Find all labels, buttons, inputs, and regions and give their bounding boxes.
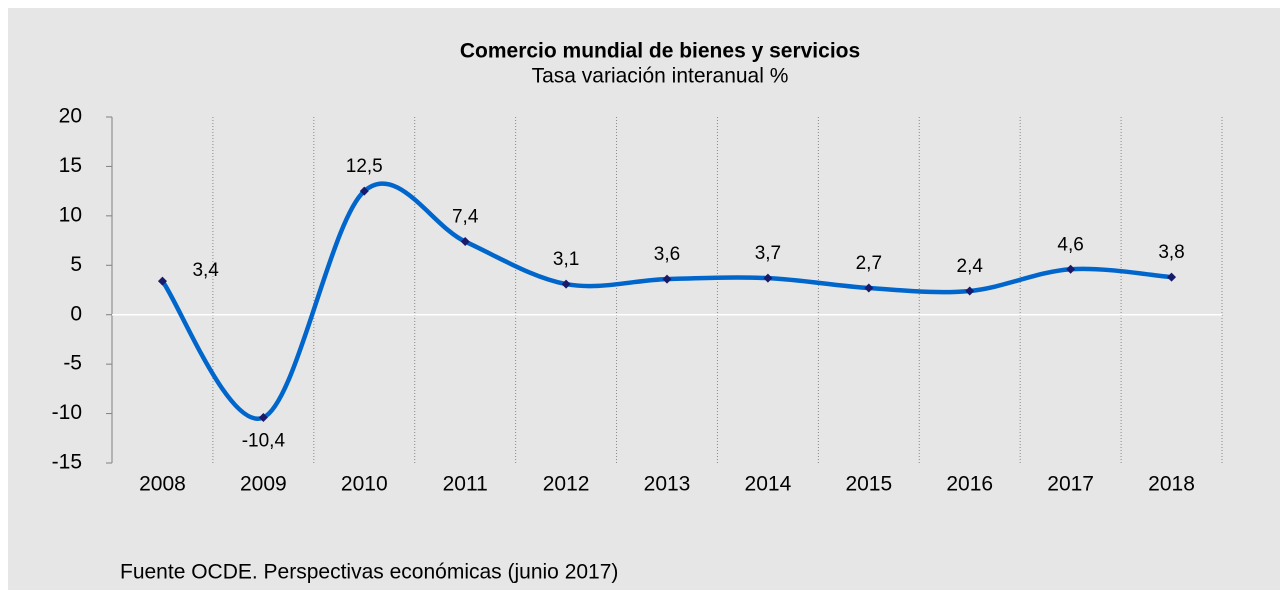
- data-marker: [359, 186, 369, 196]
- data-marker: [864, 283, 874, 293]
- x-tick-label: 2015: [845, 473, 892, 496]
- source-note: Fuente OCDE. Perspectivas económicas (ju…: [120, 561, 618, 584]
- data-marker: [763, 273, 773, 283]
- data-marker: [460, 237, 470, 247]
- data-label: 3,1: [553, 249, 579, 270]
- data-label: -10,4: [242, 431, 286, 452]
- x-tick-label: 2018: [1148, 473, 1195, 496]
- data-label: 2,7: [856, 253, 882, 274]
- data-marker: [965, 286, 975, 296]
- y-tick-label: 0: [70, 302, 82, 325]
- data-label: 4,6: [1057, 234, 1083, 255]
- x-tick-label: 2009: [240, 473, 287, 496]
- y-tick-label: 10: [59, 203, 82, 226]
- x-tick-label: 2012: [543, 473, 590, 496]
- series-line: [160, 181, 1172, 421]
- y-tick-label: -10: [52, 401, 82, 424]
- data-marker: [258, 413, 268, 423]
- x-tick-label: 2017: [1047, 473, 1094, 496]
- data-marker: [662, 274, 672, 284]
- chart-background: [8, 8, 1280, 590]
- data-label: 3,4: [192, 260, 219, 281]
- y-tick-label: 20: [59, 105, 82, 128]
- data-label: 12,5: [346, 156, 383, 177]
- chart-title: Comercio mundial de bienes y servicios: [460, 40, 860, 63]
- data-marker: [1167, 272, 1177, 282]
- x-tick-label: 2013: [644, 473, 691, 496]
- x-tick-label: 2010: [341, 473, 388, 496]
- data-label: 3,8: [1158, 242, 1184, 263]
- x-tick-label: 2008: [139, 473, 186, 496]
- data-marker: [157, 276, 167, 286]
- data-marker: [1066, 264, 1076, 274]
- x-tick-label: 2016: [946, 473, 993, 496]
- data-marker: [561, 279, 571, 289]
- x-tick-label: 2014: [745, 473, 792, 496]
- data-label: 3,6: [654, 244, 680, 265]
- y-tick-label: 15: [59, 154, 82, 177]
- y-tick-label: -15: [52, 451, 82, 474]
- data-label: 3,7: [755, 243, 781, 264]
- data-label: 7,4: [452, 207, 479, 228]
- y-tick-label: 5: [70, 253, 82, 276]
- x-tick-label: 2011: [443, 473, 488, 496]
- y-tick-label: -5: [63, 352, 82, 375]
- data-label: 2,4: [957, 256, 984, 277]
- chart-subtitle: Tasa variación interanual %: [532, 65, 789, 88]
